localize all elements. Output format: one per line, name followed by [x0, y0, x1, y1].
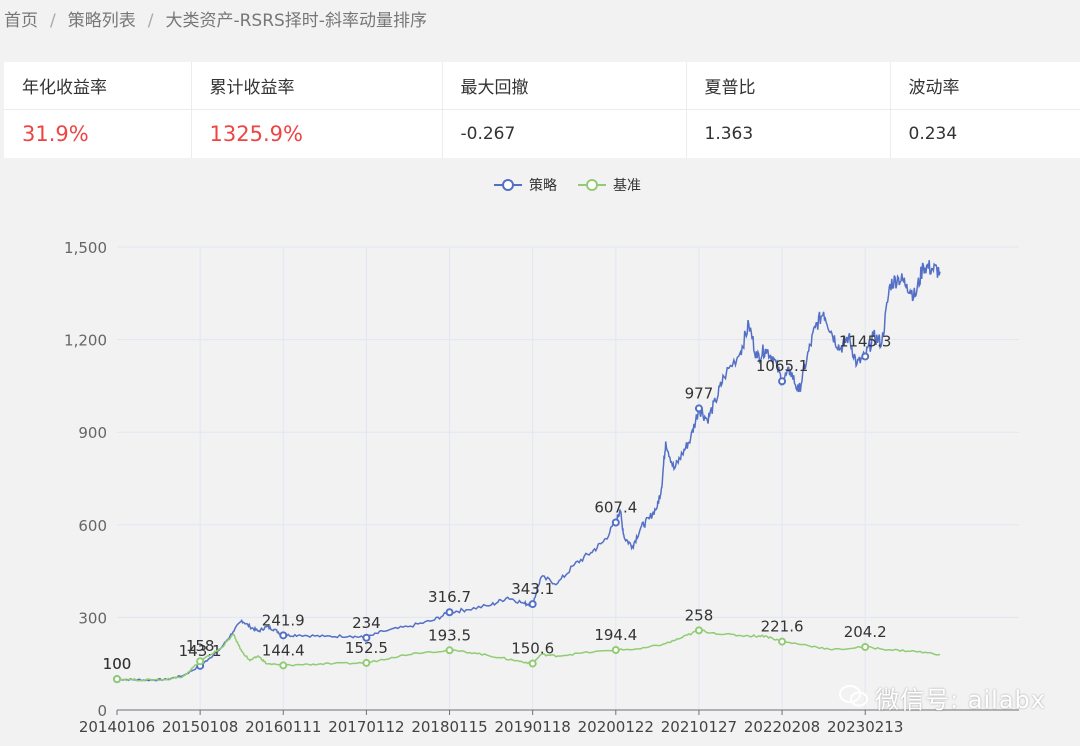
- metric-value-cumulative-return: 1325.9%: [191, 109, 443, 158]
- watermark-text: 微信号: ailabx: [875, 686, 1046, 714]
- legend-marker: [502, 179, 514, 191]
- metric-value-volatility: 0.234: [908, 124, 958, 144]
- watermark: 微信号: ailabx: [839, 680, 1046, 715]
- data-label: 100: [103, 655, 132, 673]
- data-point: [113, 675, 121, 684]
- metric-header-annual-return: 年化收益率: [4, 62, 192, 110]
- data-label: 158: [186, 637, 215, 655]
- data-point: [694, 626, 703, 635]
- data-label: 150.6: [511, 640, 554, 658]
- breadcrumb-separator: /: [50, 11, 56, 31]
- metrics-value-row: 31.9% 1325.9% -0.267 1.363 0.234: [4, 109, 1080, 158]
- y-tick-label: 300: [78, 609, 107, 627]
- metric-header-sharpe: 夏普比: [686, 62, 891, 110]
- data-label: 977: [685, 384, 714, 402]
- y-tick-label: 1,200: [64, 332, 107, 350]
- series-line-strategy: [116, 260, 941, 682]
- metric-header-volatility: 波动率: [890, 62, 1080, 110]
- data-label: 152.5: [345, 639, 388, 657]
- data-point: [861, 642, 870, 651]
- data-label: 1145.3: [839, 332, 892, 350]
- x-tick-label: 20220208: [744, 718, 820, 736]
- y-tick-label: 1,500: [64, 239, 107, 257]
- breadcrumb-home[interactable]: 首页: [4, 11, 38, 31]
- data-point: [279, 661, 288, 670]
- data-point: [445, 608, 454, 617]
- y-tick-label: 900: [78, 424, 107, 442]
- x-tick-label: 20160111: [245, 718, 321, 736]
- data-label: 258: [685, 606, 714, 624]
- x-tick-label: 20230213: [827, 718, 903, 736]
- chat-bubble-icon: [839, 684, 869, 714]
- x-tick-label: 20140106: [79, 718, 155, 736]
- data-label: 193.5: [428, 626, 471, 644]
- breadcrumb: 首页 / 策略列表 / 大类资产-RSRS择时-斜率动量排序: [4, 6, 427, 31]
- breadcrumb-separator: /: [147, 11, 154, 31]
- metric-header-cumulative-return: 累计收益率: [191, 62, 443, 110]
- x-tick-label: 20190118: [494, 718, 570, 736]
- equity-line-chart: 0 300 600 900 1,200 1,500 20140106 20150108 2016…: [64, 177, 1019, 736]
- legend-marker: [586, 179, 598, 191]
- metrics-header-row: 年化收益率 累计收益率 最大回撤 夏普比 波动率: [4, 62, 1080, 110]
- x-tick-label: 20180115: [411, 718, 487, 736]
- metric-value-sharpe: 1.363: [686, 109, 891, 158]
- data-label: 100: [103, 655, 132, 673]
- y-tick-label: 0: [97, 702, 107, 720]
- x-tick-label: 20170112: [328, 718, 404, 736]
- x-tick-label: 20210127: [661, 718, 737, 736]
- data-point: [611, 518, 620, 527]
- data-label: 241.9: [262, 611, 305, 629]
- data-point: [611, 645, 620, 654]
- data-point: [778, 637, 787, 646]
- breadcrumb-strategy-list[interactable]: 策略列表: [67, 11, 136, 31]
- metrics-table: 年化收益率 累计收益率 最大回撤 夏普比 波动率 31.9% 1325.9% -…: [4, 62, 1080, 158]
- data-point: [528, 659, 537, 668]
- data-point: [279, 631, 288, 640]
- data-label: 144.4: [262, 641, 305, 659]
- data-label: 607.4: [594, 499, 637, 517]
- series-line-benchmark: [116, 629, 941, 682]
- legend-label: 基准: [613, 177, 641, 194]
- metric-header-max-drawdown: 最大回撤: [442, 62, 687, 110]
- x-tick-label: 20150108: [162, 718, 238, 736]
- data-label: 204.2: [844, 623, 887, 641]
- legend-label: 策略: [529, 177, 557, 194]
- data-label: 316.7: [428, 588, 471, 606]
- data-point: [861, 352, 870, 361]
- metric-value-annual-return: 31.9%: [4, 109, 192, 158]
- data-point: [362, 658, 371, 667]
- data-point: [694, 404, 703, 413]
- data-label: 343.1: [511, 580, 554, 598]
- data-label: 221.6: [761, 618, 804, 636]
- data-label: 194.4: [594, 626, 637, 644]
- breadcrumb-current: 大类资产-RSRS择时-斜率动量排序: [165, 11, 427, 31]
- data-point: [196, 657, 205, 666]
- data-point: [445, 646, 454, 655]
- data-label: 1065.1: [756, 357, 809, 375]
- metric-value-max-drawdown: -0.267: [442, 109, 687, 158]
- x-tick-label: 20200122: [578, 718, 654, 736]
- data-point: [528, 600, 537, 609]
- data-point: [778, 377, 787, 386]
- y-tick-label: 600: [78, 517, 107, 535]
- data-label: 234: [352, 614, 381, 632]
- data-point: [362, 633, 371, 642]
